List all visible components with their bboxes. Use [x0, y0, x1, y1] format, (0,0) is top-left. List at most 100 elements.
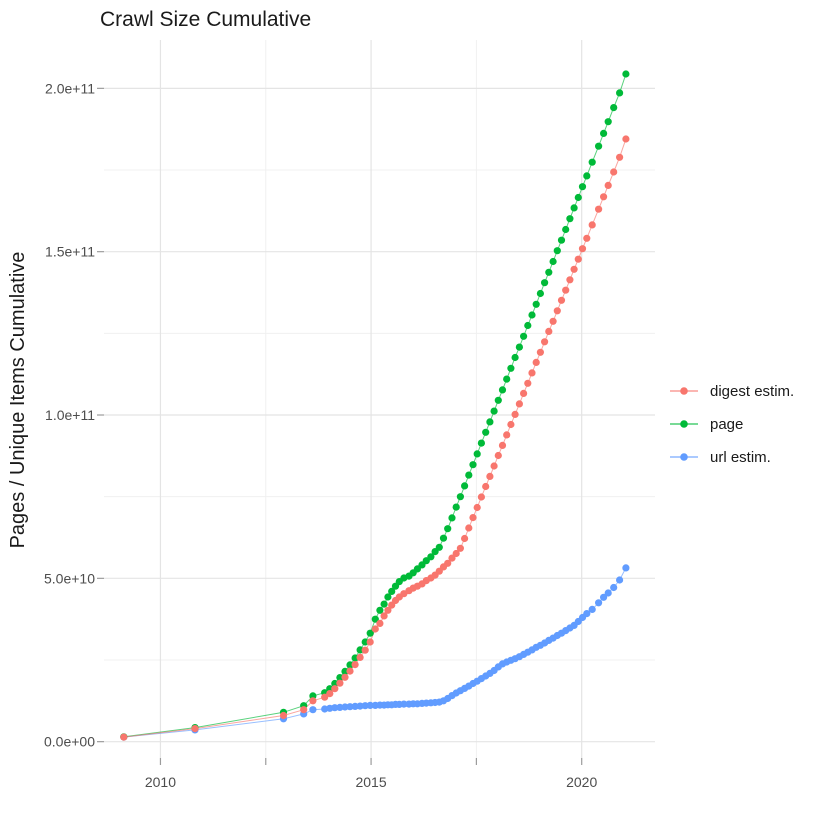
data-point: [380, 612, 388, 620]
data-point: [380, 600, 388, 608]
data-point: [465, 524, 473, 532]
data-point: [610, 104, 618, 112]
data-point: [566, 215, 574, 223]
data-point: [494, 396, 502, 404]
y-tick-label: 2.0e+11: [45, 80, 95, 96]
data-point: [341, 673, 349, 681]
x-tick-label: 2020: [566, 774, 597, 790]
legend-label-digest: digest estim.: [710, 383, 794, 400]
data-point: [622, 564, 630, 572]
data-point: [376, 619, 384, 628]
data-point: [616, 153, 624, 161]
data-point: [356, 653, 364, 662]
data-point: [600, 593, 608, 601]
data-point: [549, 317, 557, 325]
data-point: [371, 625, 379, 633]
data-point: [503, 375, 511, 383]
data-point: [616, 89, 624, 97]
data-point: [583, 610, 591, 618]
data-point: [604, 589, 612, 597]
data-point: [331, 704, 339, 712]
data-point: [570, 204, 578, 212]
data-point: [486, 418, 494, 426]
x-tick-label: 2015: [355, 774, 386, 790]
data-point: [356, 646, 364, 654]
data-point: [528, 311, 536, 319]
data-point: [326, 690, 334, 698]
data-point: [361, 646, 369, 654]
data-point: [578, 183, 587, 191]
data-point: [557, 236, 566, 244]
data-point: [541, 338, 549, 346]
data-point: [622, 70, 630, 78]
legend-key-dot-page: [680, 420, 688, 428]
data-point: [473, 503, 481, 512]
y-axis-title: Pages / Unique Items Cumulative: [7, 252, 29, 549]
gridlines-major: [104, 40, 655, 758]
data-point: [388, 587, 396, 596]
data-point: [588, 158, 596, 166]
data-point: [490, 407, 498, 415]
data-point: [515, 400, 524, 408]
data-point: [545, 327, 553, 335]
legend-key-dot-digest: [680, 387, 688, 395]
data-point: [536, 289, 545, 298]
data-point: [604, 118, 612, 126]
data-point: [321, 693, 329, 701]
data-point: [477, 493, 485, 501]
data-point: [376, 606, 384, 614]
data-point: [384, 606, 392, 614]
data-point: [498, 386, 507, 394]
data-point: [331, 679, 339, 688]
data-point: [532, 300, 540, 308]
data-point: [588, 221, 596, 229]
data-point: [473, 450, 481, 458]
data-point: [595, 205, 603, 213]
y-axis-tick-labels: 0.0e+00 5.0e+10 1.0e+11 1.5e+11 2.0e+11: [44, 80, 95, 749]
legend-item-page: page: [670, 416, 743, 433]
data-point: [300, 706, 308, 714]
data-point: [570, 265, 578, 273]
data-point: [566, 276, 574, 284]
data-point: [588, 605, 596, 614]
data-point: [583, 234, 591, 242]
data-point: [366, 638, 374, 646]
y-tick-label: 5.0e+10: [44, 570, 95, 586]
data-point: [482, 428, 490, 436]
data-point: [351, 661, 359, 669]
legend-label-page: page: [710, 416, 743, 433]
data-point: [524, 321, 532, 330]
data-point: [120, 733, 128, 741]
axis-ticks: [97, 87, 583, 765]
data-point: [528, 369, 536, 377]
data-point: [346, 667, 354, 675]
data-point: [507, 364, 515, 372]
data-point: [578, 245, 587, 253]
data-point: [336, 674, 344, 682]
data-point: [583, 172, 591, 180]
data-point: [384, 593, 392, 601]
data-point: [366, 701, 374, 710]
data-point: [595, 142, 603, 150]
data-point: [490, 462, 498, 470]
data-point: [400, 700, 408, 708]
x-tick-label: 2010: [145, 774, 176, 790]
data-point: [336, 679, 344, 687]
data-point: [477, 439, 485, 447]
data-point: [610, 168, 618, 176]
data-point: [371, 615, 379, 623]
series-points: [120, 70, 630, 741]
data-point: [448, 514, 456, 522]
legend: digest estim. page url estim.: [670, 383, 794, 466]
data-point: [439, 534, 448, 542]
data-point: [456, 493, 464, 501]
data-point: [536, 348, 545, 356]
data-point: [600, 129, 608, 137]
data-point: [553, 307, 561, 315]
data-point: [482, 482, 490, 491]
data-point: [331, 685, 339, 693]
data-point: [461, 534, 469, 543]
data-point: [309, 697, 317, 705]
